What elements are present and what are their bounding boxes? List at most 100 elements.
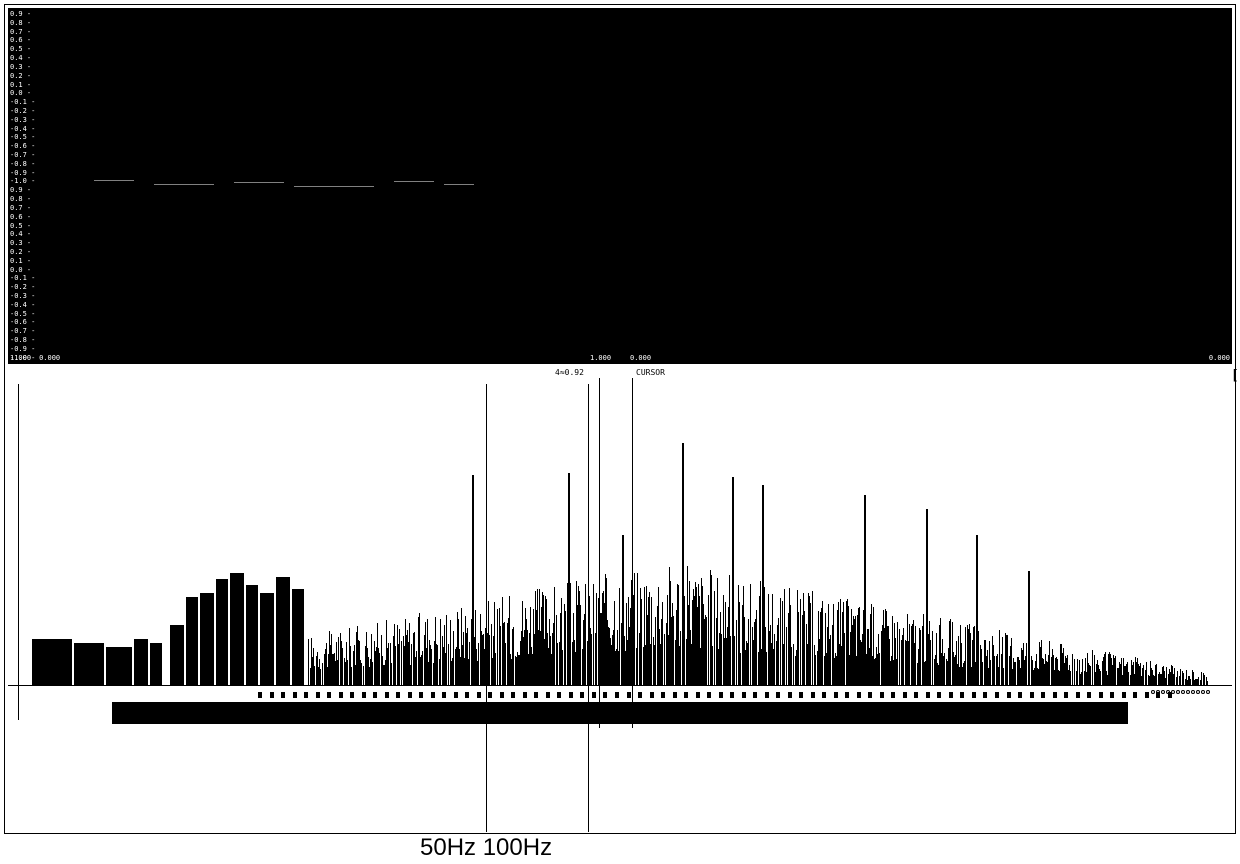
y-tick-label: 0.0 - xyxy=(10,266,35,274)
spectrum-bar xyxy=(774,634,775,685)
spectrum-bar xyxy=(314,666,315,685)
spectrum-bar xyxy=(342,648,343,685)
spectrum-bar xyxy=(1015,662,1016,685)
y-tick-label: -0.8 - xyxy=(10,336,35,344)
spectrum-bar xyxy=(1100,671,1101,685)
spectrum-bar xyxy=(815,655,816,685)
spectrum-bar xyxy=(903,628,904,685)
spectrum-bar xyxy=(730,636,731,685)
spectrum-bar xyxy=(495,653,496,685)
spectrum-bar xyxy=(446,615,447,685)
frequency-cursor-line[interactable] xyxy=(486,384,487,832)
spectrum-scroll-handle[interactable] xyxy=(1151,690,1210,694)
spectrum-bar xyxy=(750,584,751,685)
y-tick-label: 0.4 - xyxy=(10,230,35,238)
spectrum-bar xyxy=(798,612,799,685)
spectrum-spike xyxy=(622,535,624,685)
spectrum-bar xyxy=(897,622,898,685)
y-tick-label: 0.1 - xyxy=(10,257,35,265)
spectrum-bar xyxy=(431,649,432,685)
spectrum-bar xyxy=(990,660,991,685)
spectrum-bar xyxy=(1207,681,1208,685)
x-tick xyxy=(511,692,515,698)
scroll-handle-dot xyxy=(1156,690,1160,694)
x-tick xyxy=(788,692,792,698)
spectrum-bar xyxy=(1115,656,1116,685)
y-tick-label: -0.9 - xyxy=(10,169,35,177)
x-tick xyxy=(937,692,941,698)
y-tick-label: 0.2 - xyxy=(10,248,35,256)
x-tick xyxy=(650,692,654,698)
x-tick xyxy=(1053,692,1057,698)
waveform-trace-segment xyxy=(94,180,134,181)
spectrum-bar xyxy=(712,646,713,685)
y-tick-label: -0.3 - xyxy=(10,116,35,124)
x-tick xyxy=(1110,692,1114,698)
x-tick xyxy=(811,692,815,698)
spectrum-bar xyxy=(766,652,767,685)
y-tick-label: 0.7 - xyxy=(10,28,35,36)
spectrum-bar xyxy=(411,644,412,685)
x-tick xyxy=(638,692,642,698)
x-tick xyxy=(983,692,987,698)
spectrum-bar xyxy=(347,660,348,685)
x-tick xyxy=(281,692,285,698)
y-tick-label: 0.3 - xyxy=(10,63,35,71)
y-tick-label: 0.6 - xyxy=(10,36,35,44)
x-tick xyxy=(1076,692,1080,698)
spectrum-bar xyxy=(554,587,555,685)
spectrum-bar xyxy=(950,619,951,685)
x-tick xyxy=(442,692,446,698)
y-tick-label: -0.7 - xyxy=(10,327,35,335)
x-tick xyxy=(949,692,953,698)
x-tick xyxy=(995,692,999,698)
spectrum-spike xyxy=(976,535,978,685)
spectrum-bar xyxy=(879,653,880,685)
x-tick xyxy=(627,692,631,698)
waveform-trace-segment xyxy=(444,184,474,185)
spectrum-bar xyxy=(338,637,339,685)
spectrum-bar xyxy=(1143,665,1144,685)
y-tick-label: 0.3 - xyxy=(10,239,35,247)
y-tick-label: 0.1 - xyxy=(10,81,35,89)
spectrum-bar xyxy=(32,639,72,685)
frequency-cursor-line[interactable] xyxy=(588,384,589,832)
spectrum-bar xyxy=(391,663,392,685)
x-tick xyxy=(960,692,964,698)
x-tick xyxy=(1018,692,1022,698)
spectrum-bar xyxy=(844,633,845,685)
spectrum-bar xyxy=(684,596,685,685)
spectrum-bar xyxy=(372,662,373,685)
spectrum-bar xyxy=(276,577,290,685)
y-tick-label: -0.5 - xyxy=(10,133,35,141)
y-tick-label: -0.3 - xyxy=(10,292,35,300)
x-tick xyxy=(603,692,607,698)
spectrum-bar xyxy=(915,626,916,685)
waveform-canvas[interactable] xyxy=(34,8,1220,364)
x-tick xyxy=(857,692,861,698)
spectrum-spike xyxy=(864,495,866,685)
cursor-label: CURSOR xyxy=(636,368,665,377)
spectrum-bar xyxy=(786,627,787,685)
spectrum-bar xyxy=(804,611,805,685)
spectrum-range-bar[interactable] xyxy=(112,702,1128,724)
spectrum-bar xyxy=(1128,672,1129,685)
spectrum-bar xyxy=(1201,672,1202,685)
spectrum-bar xyxy=(965,627,966,685)
spectrum-canvas[interactable] xyxy=(18,395,1212,685)
spectrum-bar xyxy=(740,653,741,685)
spectrum-bar xyxy=(800,599,801,685)
spectrum-bar xyxy=(478,643,479,685)
x-tick xyxy=(1041,692,1045,698)
x-tick xyxy=(696,692,700,698)
spectrum-bar xyxy=(489,635,490,685)
x-tick xyxy=(339,692,343,698)
spectrum-bar xyxy=(448,644,449,685)
x-tick xyxy=(396,692,400,698)
spectrum-bar xyxy=(562,650,563,685)
spectrum-bar xyxy=(662,602,663,685)
spectrum-cursor-line[interactable] xyxy=(632,378,633,728)
spectrum-bar xyxy=(1174,668,1175,685)
waveform-x-start-labels: 1.000 0.000 xyxy=(10,354,60,362)
spectrum-cursor-line[interactable] xyxy=(599,378,600,728)
